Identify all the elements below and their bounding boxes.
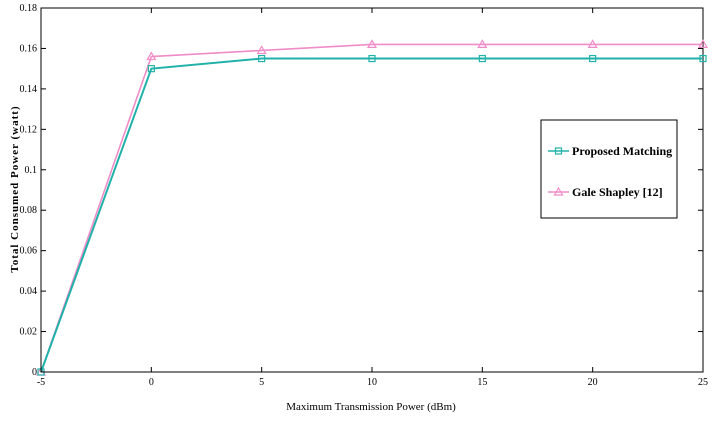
y-axis: 0 0.02 0.04 0.06 0.08 0.1 0.12 0.14 0.16 0.18	[20, 3, 703, 378]
series-line	[40, 57, 703, 373]
legend-item-gale-shapley: Gale Shapley [12]	[548, 185, 663, 199]
legend-box	[540, 119, 678, 219]
data-point	[366, 39, 378, 49]
x-tick-label: 25	[698, 377, 708, 388]
y-tick-label: 0.16	[20, 43, 38, 54]
x-axis: -5 0 5 10 15 20 25	[37, 8, 708, 388]
data-point	[477, 39, 488, 49]
y-axis-label: Total Consumed Power (watt)	[9, 105, 21, 272]
y-tick-label: 0.12	[20, 124, 38, 135]
data-point	[147, 65, 155, 73]
legend-label: Proposed Matching	[572, 144, 672, 158]
data-point	[587, 39, 598, 49]
y-tick-label: 0.1	[25, 165, 38, 176]
legend: Proposed Matching Gale Shapley [12]	[540, 119, 678, 219]
data-point	[146, 51, 157, 61]
data-point	[697, 39, 709, 49]
x-axis-label: Maximum Transmission Power (dBm)	[286, 401, 456, 413]
y-tick-label: 0.08	[20, 205, 38, 216]
x-tick-label: 0	[149, 377, 154, 388]
x-tick-label: 15	[477, 377, 487, 388]
y-tick-label: 0.14	[20, 84, 38, 95]
data-point	[258, 54, 266, 63]
data-point	[478, 54, 486, 63]
x-tick-label: 10	[367, 377, 377, 388]
data-point	[589, 54, 597, 63]
data-point	[368, 54, 376, 63]
series-line	[40, 43, 703, 373]
y-tick-label: 0	[32, 367, 37, 378]
y-tick-label: 0.02	[20, 327, 38, 338]
x-tick-label: -5	[37, 377, 45, 388]
x-tick-label: 5	[259, 377, 264, 388]
data-point	[256, 45, 267, 55]
legend-marker	[553, 186, 564, 196]
y-tick-label: 0.18	[20, 3, 38, 14]
x-tick-label: 20	[588, 377, 598, 388]
legend-marker	[554, 147, 563, 155]
y-tick-label: 0.06	[20, 246, 38, 257]
y-tick-label: 0.04	[20, 286, 38, 297]
legend-item-proposed-matching: Proposed Matching	[548, 144, 672, 158]
legend-label: Gale Shapley [12]	[572, 185, 663, 199]
data-point	[699, 54, 707, 63]
